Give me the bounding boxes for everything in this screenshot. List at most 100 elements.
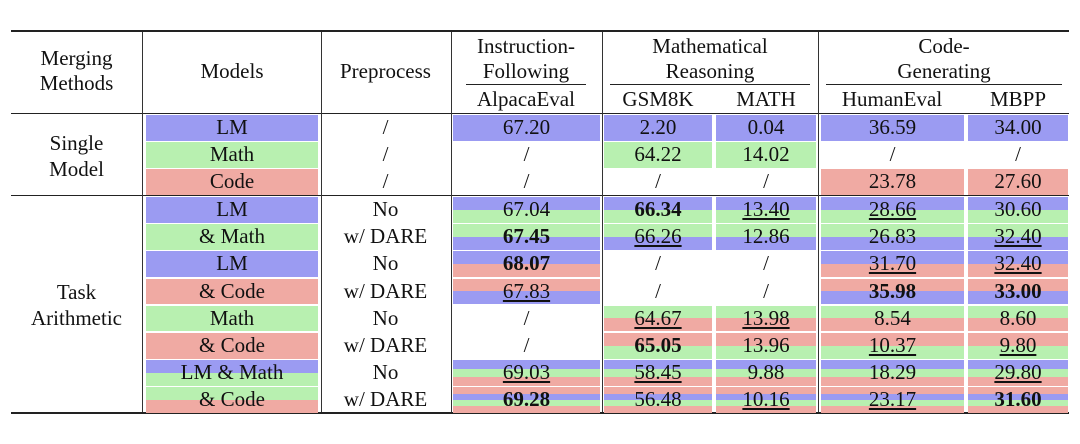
score-cell-text: /: [523, 142, 530, 167]
cell-highlight: [968, 345, 1068, 359]
score-cell-text: 32.40: [994, 251, 1042, 276]
score-cell: 66.34: [604, 197, 712, 222]
cell-highlight: [453, 224, 600, 238]
score-cell: 56.48: [604, 387, 712, 412]
score-cell-text: 10.16: [742, 387, 790, 412]
cell-highlight: [146, 372, 318, 386]
score-cell: /: [453, 306, 600, 331]
cell-highlight: [821, 368, 964, 378]
score-cell-text: 23.17: [868, 387, 917, 412]
cell-highlight: [146, 400, 318, 414]
cell-highlight: [604, 209, 712, 223]
column-divider: [602, 32, 603, 412]
score-cell-text: 14.02: [742, 142, 790, 167]
cell-highlight: [453, 278, 600, 292]
cell-highlight: [821, 278, 964, 292]
cell-highlight: [968, 368, 1068, 378]
cell-highlight: [453, 209, 600, 223]
score-cell: /: [453, 169, 600, 194]
cell-highlight: [453, 236, 600, 250]
preprocess-value-text: /: [382, 115, 389, 140]
cell-highlight: [453, 406, 600, 414]
preprocess-value: w/ DARE: [322, 279, 449, 304]
score-cell: 26.83: [821, 224, 964, 249]
score-cell: 9.88: [716, 360, 816, 385]
score-cell-text: /: [655, 251, 661, 276]
cell-highlight: [453, 400, 600, 407]
header-models: Models: [200, 59, 264, 83]
cell-highlight: [453, 115, 600, 141]
model-name: & Code: [146, 333, 318, 358]
preprocess-value: No: [322, 251, 449, 276]
score-cell: 67.20: [453, 115, 600, 140]
cell-highlight: [968, 406, 1068, 414]
cell-highlight: [821, 318, 964, 332]
preprocess-value-text: w/ DARE: [343, 387, 428, 412]
preprocess-value-text: No: [372, 305, 399, 330]
header-group-code-generating: Code- Generating: [897, 34, 991, 83]
model-name-text: Math: [209, 305, 255, 330]
score-cell-text: 69.28: [502, 387, 551, 412]
method-single-model: Single Model: [49, 131, 104, 181]
score-cell-text: 65.05: [634, 333, 682, 358]
group-underline-math: [610, 84, 810, 85]
cell-highlight: [146, 305, 318, 332]
cell-highlight: [146, 251, 318, 278]
score-cell-text: 27.60: [994, 169, 1042, 194]
score-cell-text: 67.04: [502, 197, 551, 222]
score-cell: /: [453, 333, 600, 358]
score-cell-text: 64.67: [634, 305, 682, 330]
score-cell: 64.22: [604, 142, 712, 167]
model-name: & Math: [146, 224, 318, 249]
cell-highlight: [968, 224, 1068, 238]
cell-highlight: [453, 377, 600, 386]
cell-highlight: [716, 236, 816, 250]
cell-highlight: [968, 236, 1068, 250]
score-cell: 31.70: [821, 251, 964, 276]
score-cell: 69.28: [453, 387, 600, 412]
score-cell-text: 2.20: [639, 115, 677, 140]
score-cell-text: 67.20: [502, 115, 551, 140]
cell-highlight: [453, 368, 600, 378]
score-cell-text: /: [1015, 142, 1021, 167]
score-cell-text: /: [763, 169, 769, 194]
score-cell-text: 8.60: [999, 305, 1037, 330]
cell-highlight: [146, 278, 318, 305]
score-cell: 32.40: [968, 251, 1068, 276]
cell-highlight: [968, 264, 1068, 278]
score-cell-text: 10.37: [868, 333, 917, 358]
cell-highlight: [604, 142, 712, 168]
cell-highlight: [716, 387, 816, 395]
cell-highlight: [453, 264, 600, 278]
group-underline-instruction: [466, 84, 586, 85]
score-cell-text: 34.00: [994, 115, 1042, 140]
cell-highlight: [968, 278, 1068, 292]
score-cell-text: 68.07: [502, 251, 551, 276]
score-cell: 8.60: [968, 306, 1068, 331]
cell-highlight: [716, 393, 816, 401]
score-cell-text: 30.60: [994, 197, 1042, 222]
cell-highlight: [821, 169, 964, 196]
cell-highlight: [604, 345, 712, 359]
cell-highlight: [604, 224, 712, 238]
score-cell-text: /: [889, 142, 896, 167]
score-cell-text: /: [655, 278, 661, 303]
score-cell-text: 9.80: [999, 333, 1037, 358]
cell-highlight: [968, 115, 1068, 141]
cell-highlight: [821, 305, 964, 319]
cell-highlight: [716, 368, 816, 378]
cell-highlight: [821, 197, 964, 211]
score-cell-text: /: [523, 305, 530, 330]
cell-highlight: [604, 393, 712, 401]
preprocess-value: /: [322, 115, 449, 140]
header-alpacaeval: AlpacaEval: [477, 87, 575, 111]
score-cell: 9.80: [968, 333, 1068, 358]
cell-highlight: [821, 393, 964, 401]
score-cell-text: 13.96: [742, 333, 790, 358]
score-cell: 66.26: [604, 224, 712, 249]
cell-highlight: [821, 115, 964, 141]
header-merging-methods: Merging Methods: [39, 46, 114, 95]
preprocess-value-text: No: [372, 360, 399, 385]
score-cell: 67.04: [453, 197, 600, 222]
score-cell-text: /: [763, 278, 769, 303]
